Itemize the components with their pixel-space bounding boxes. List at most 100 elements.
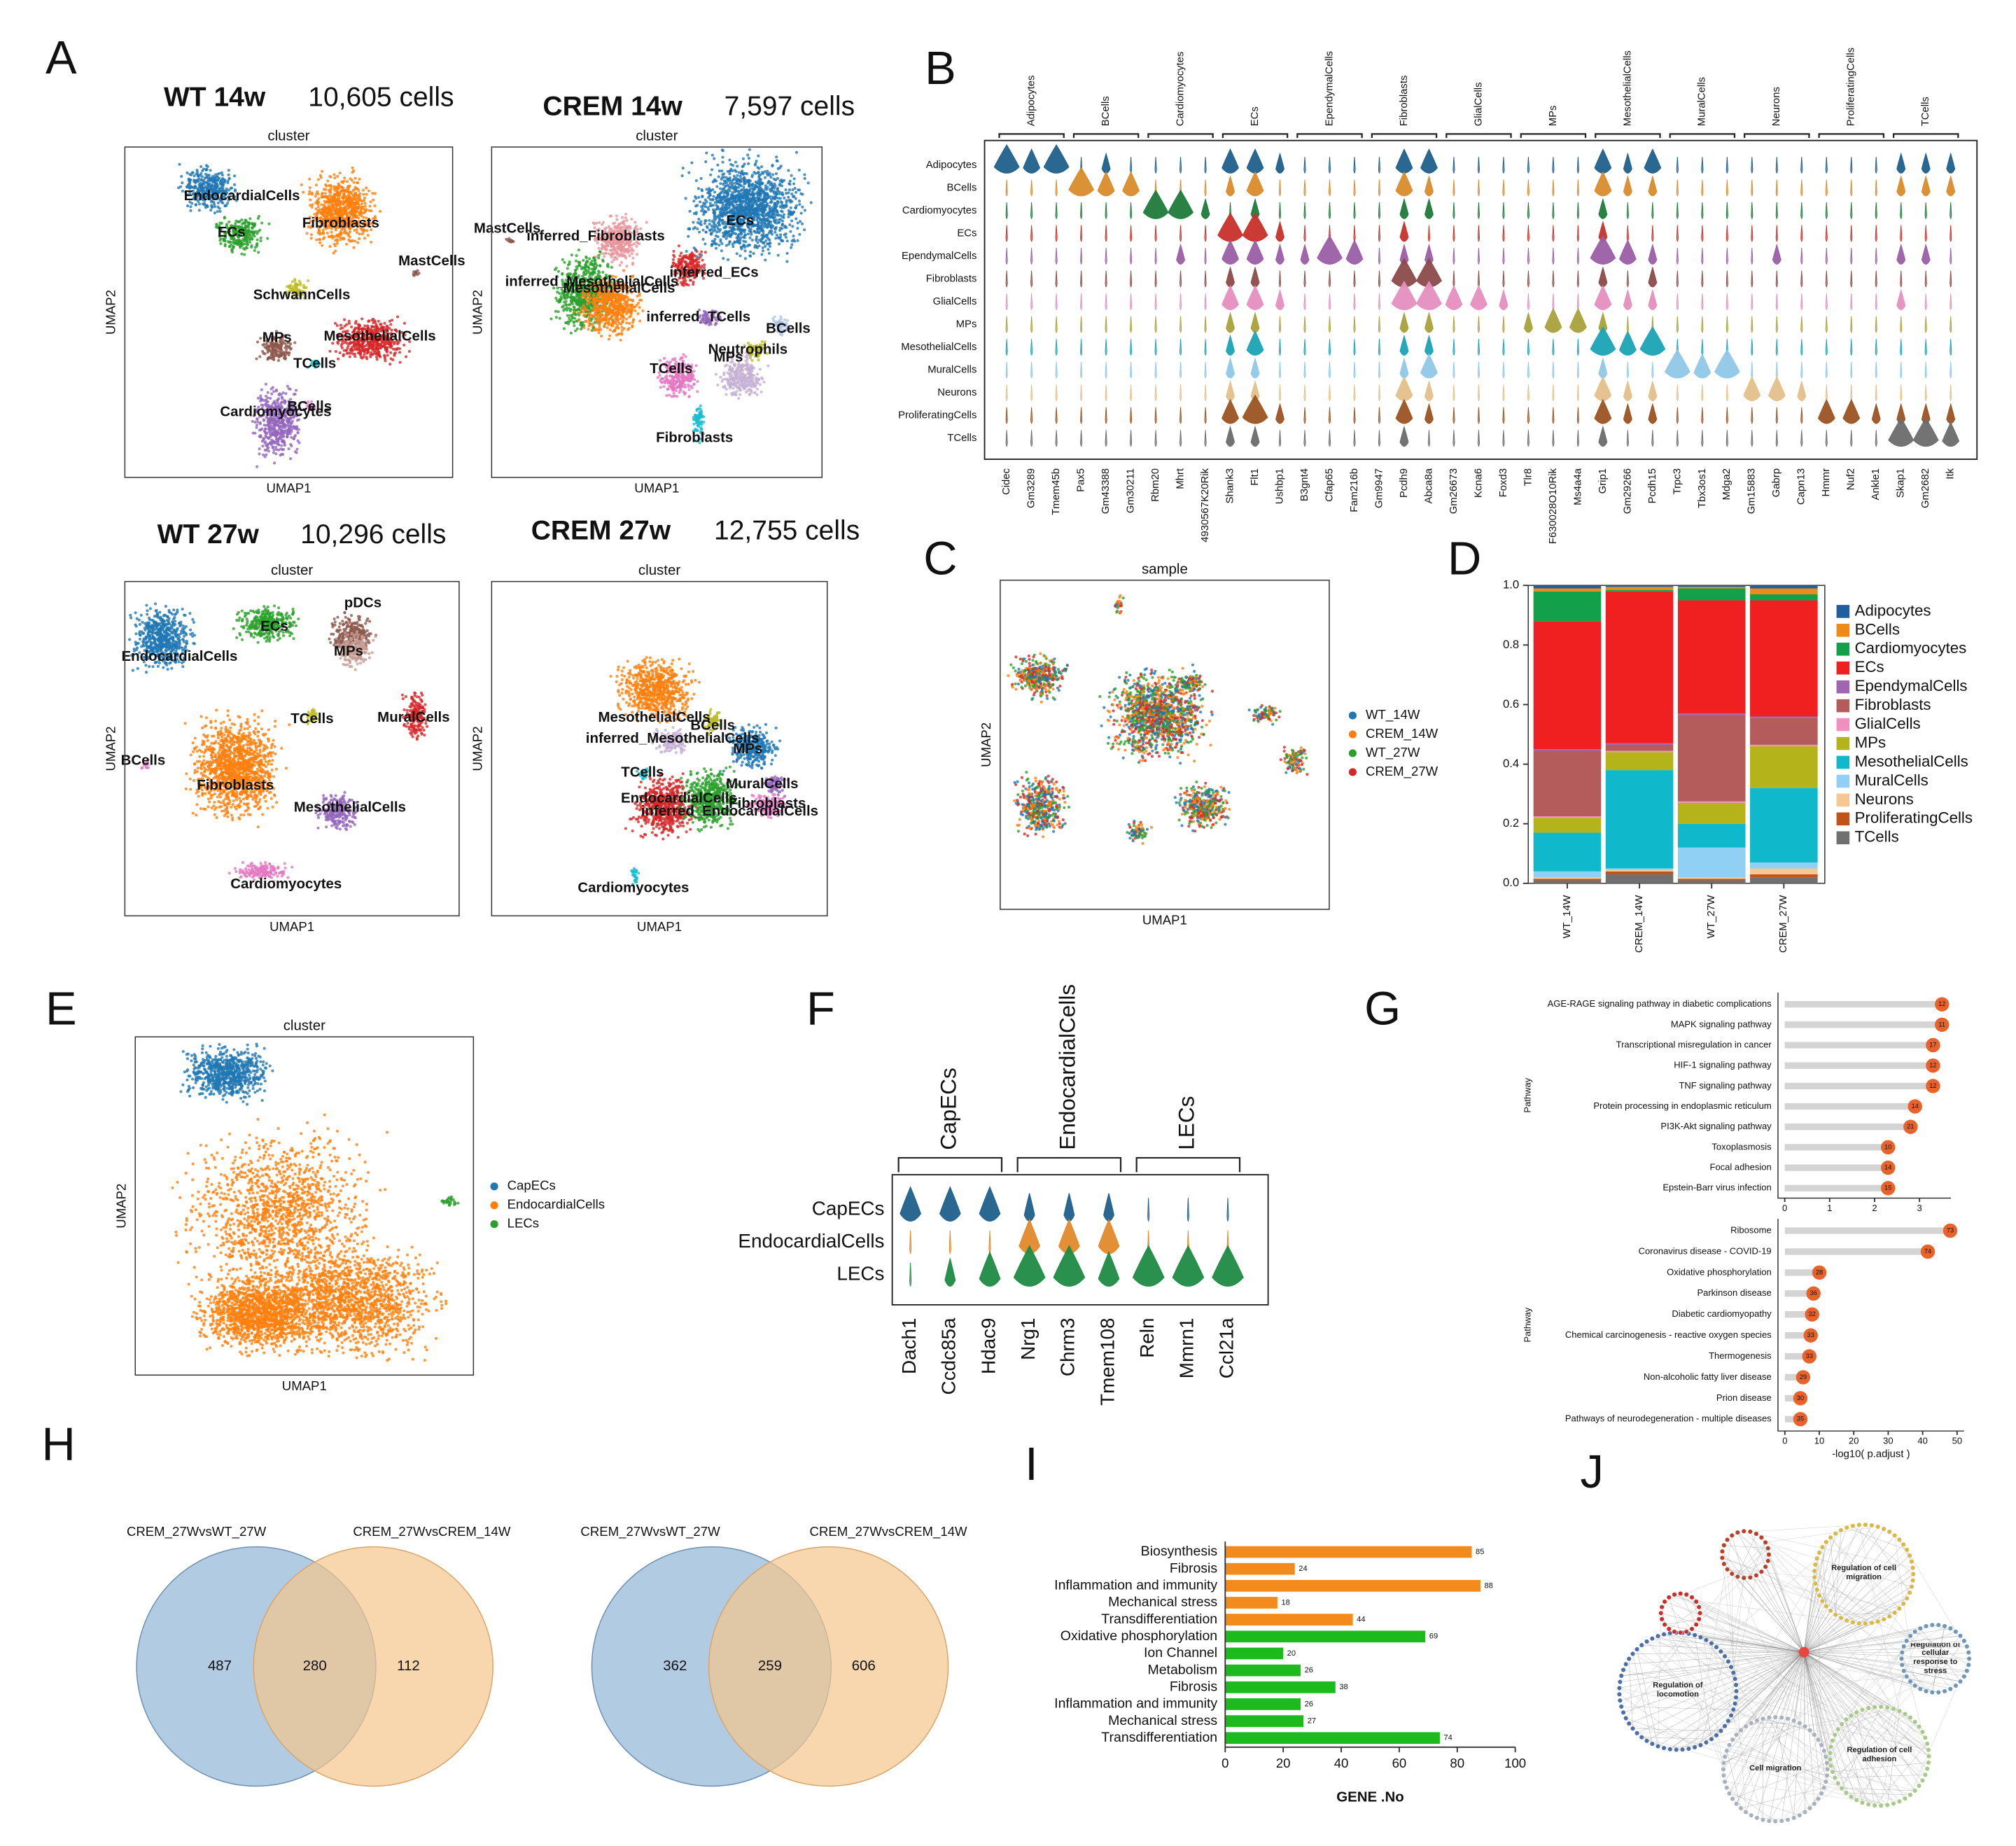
umap-point <box>615 214 618 218</box>
umap-point <box>696 187 700 190</box>
umap-point <box>631 319 635 322</box>
umap-point <box>260 398 263 402</box>
umap-point <box>558 316 561 320</box>
umap-point <box>290 444 293 447</box>
umap-point <box>248 217 252 221</box>
umap-point <box>255 426 258 429</box>
umap-point <box>584 265 587 269</box>
umap-point <box>398 351 402 354</box>
umap-point <box>209 209 213 212</box>
umap-point <box>563 260 566 264</box>
umap-point <box>200 175 204 179</box>
umap-point <box>788 183 792 186</box>
umap-point <box>358 232 361 236</box>
umap-point <box>311 203 314 207</box>
umap-point <box>356 201 360 204</box>
umap-point <box>210 188 214 192</box>
umap-point <box>261 445 265 448</box>
umap-point <box>227 176 231 180</box>
umap-point <box>181 181 184 185</box>
umap-point <box>328 190 331 193</box>
umap-point <box>344 231 347 235</box>
umap-point <box>672 253 676 257</box>
umap-point <box>364 347 368 351</box>
umap-point <box>349 177 352 181</box>
umap-point <box>598 322 601 326</box>
umap-point <box>577 319 580 322</box>
umap-point <box>578 312 582 315</box>
umap-point <box>265 431 268 435</box>
umap-point <box>606 264 609 267</box>
umap-point <box>188 182 192 186</box>
umap-point <box>761 246 764 250</box>
umap-point <box>626 328 630 331</box>
umap-point <box>273 424 276 428</box>
umap-point <box>600 313 603 317</box>
umap-point <box>256 216 260 221</box>
umap-point <box>217 190 220 193</box>
umap-point <box>358 351 361 355</box>
umap-point <box>684 197 687 200</box>
umap-point <box>332 196 336 200</box>
umap-point <box>259 394 262 398</box>
umap-point <box>370 209 373 213</box>
umap-point <box>308 177 312 181</box>
umap-point <box>329 183 332 187</box>
umap-point <box>599 328 603 331</box>
umap-point <box>214 182 217 186</box>
umap-point <box>601 247 604 251</box>
umap-point <box>363 353 366 356</box>
umap-point <box>216 210 219 214</box>
umap-point <box>391 358 395 362</box>
umap-point <box>259 236 262 239</box>
umap-point <box>626 310 630 314</box>
umap-point <box>569 307 573 311</box>
umap-point <box>391 347 396 351</box>
umap-point <box>262 351 265 355</box>
umap-point <box>803 209 806 212</box>
umap-point <box>630 307 634 311</box>
umap-point <box>250 230 253 235</box>
umap-point <box>302 190 305 194</box>
umap-point <box>223 193 226 196</box>
umap-point <box>358 177 361 181</box>
umap-point <box>330 230 333 234</box>
umap-point <box>274 445 278 449</box>
umap-point <box>208 182 211 186</box>
umap-point <box>379 323 383 326</box>
umap-point <box>695 258 699 262</box>
umap-point <box>556 310 560 314</box>
umap-point <box>326 196 329 200</box>
umap-point <box>354 321 357 325</box>
umap-point <box>211 197 215 200</box>
umap-point <box>747 157 750 160</box>
umap-point <box>620 314 623 317</box>
umap-point <box>333 244 337 248</box>
umap-point <box>570 253 573 257</box>
umap-point <box>316 202 320 206</box>
umap-point <box>583 314 587 317</box>
umap-point <box>208 184 211 188</box>
umap-point <box>356 194 359 197</box>
umap-point <box>200 188 204 192</box>
cluster-label: Cardiomyocytes <box>220 404 331 420</box>
umap-point <box>221 188 225 191</box>
umap-point <box>375 347 379 351</box>
umap-point <box>672 249 676 253</box>
umap-point <box>344 349 348 352</box>
umap-point <box>645 221 648 224</box>
umap-point <box>388 363 392 366</box>
umap-point <box>326 209 330 212</box>
umap-point <box>361 188 365 192</box>
umap-point <box>610 251 614 255</box>
umap-point <box>324 183 328 186</box>
umap-point <box>636 312 640 316</box>
umap-point <box>274 389 278 392</box>
umap-point <box>602 301 606 305</box>
umap-point <box>566 263 570 267</box>
umap-point <box>190 171 194 174</box>
umap-point <box>340 346 344 349</box>
umap-point <box>188 173 192 176</box>
umap-point <box>404 355 408 358</box>
umap-point <box>621 309 625 312</box>
